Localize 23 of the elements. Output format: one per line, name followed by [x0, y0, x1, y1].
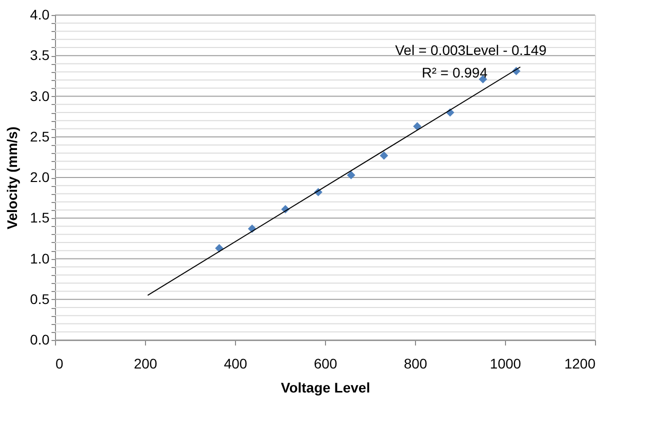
annotation: R² = 0.994: [422, 64, 488, 80]
x-axis-title: Voltage Level: [280, 380, 370, 396]
y-tick-label: 2.5: [30, 128, 50, 144]
y-tick-label: 2.0: [30, 169, 50, 185]
y-tick-label: 3.0: [30, 88, 50, 104]
point: [346, 170, 356, 180]
y-axis-title: Velocity (mm/s): [4, 126, 20, 230]
point: [380, 151, 388, 160]
x-tick-label: 400: [224, 356, 248, 372]
x-tick-label: 1200: [564, 356, 596, 372]
x-tick-label: 800: [404, 356, 428, 372]
x-tick-label: 600: [314, 356, 338, 372]
y-tick-label: 0.0: [30, 332, 50, 348]
x-tick-label: 200: [134, 356, 158, 372]
annotation: Vel = 0.003Level - 0.149: [395, 42, 547, 58]
point: [413, 122, 422, 130]
y-tick-label: 1.0: [30, 250, 50, 266]
y-tick-label: 4.0: [30, 6, 50, 22]
x-tick-label: 1000: [490, 356, 522, 372]
y-tick-label: 3.5: [30, 47, 50, 64]
y-tick-label: 1.5: [30, 210, 50, 226]
y-tick-label: 0.5: [30, 290, 50, 307]
x-tick-label: 0: [56, 356, 64, 372]
